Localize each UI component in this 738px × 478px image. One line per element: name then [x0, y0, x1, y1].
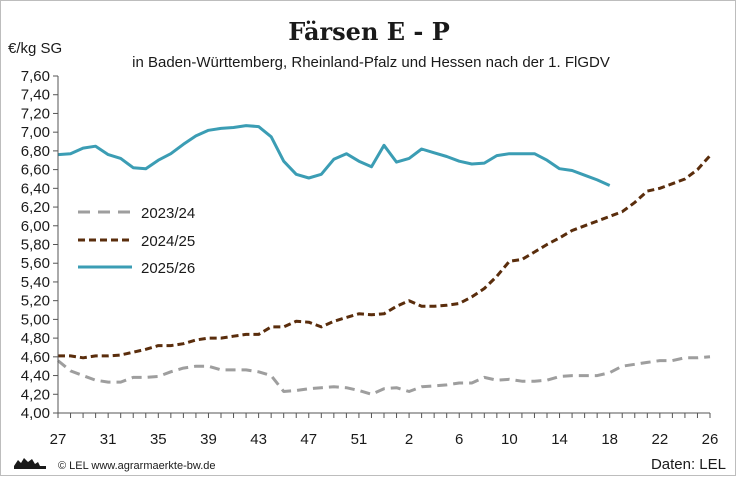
x-tick-label: 35 [150, 431, 167, 448]
x-axis-ticks: 27 31 35 39 43 47 51 2 6 10 14 18 22 26 [50, 413, 719, 448]
y-tick-label: 7,60 [21, 68, 50, 85]
x-tick-label: 6 [455, 431, 463, 448]
y-tick-label: 4,40 [21, 368, 50, 385]
y-tick-label: 7,40 [21, 87, 50, 104]
x-tick-label: 18 [601, 431, 618, 448]
y-tick-label: 6,20 [21, 199, 50, 216]
y-tick-label: 5,20 [21, 293, 50, 310]
series-line-2023-24 [57, 355, 711, 396]
legend-label: 2023/24 [141, 205, 195, 222]
legend-label: 2025/26 [141, 260, 195, 277]
x-tick-label: 51 [351, 431, 368, 448]
legend-label: 2024/25 [141, 233, 195, 250]
x-tick-label: 14 [551, 431, 568, 448]
y-tick-label: 4,80 [21, 330, 50, 347]
chart-title: Färsen E - P [288, 17, 450, 46]
y-tick-label: 6,00 [21, 218, 50, 235]
x-tick-label: 22 [652, 431, 669, 448]
y-tick-label: 6,60 [21, 162, 50, 179]
chart-subtitle: in Baden-Württemberg, Rheinland-Pfalz un… [132, 54, 610, 71]
footer-source: Daten: LEL [651, 456, 726, 473]
x-tick-label: 2 [405, 431, 413, 448]
series-line-2024-25 [58, 154, 712, 360]
x-tick-label: 27 [50, 431, 67, 448]
lion-logo-icon [14, 458, 46, 469]
y-tick-label: 4,60 [21, 349, 50, 366]
x-tick-label: 43 [250, 431, 267, 448]
y-axis-ticks: 4,00 4,204,40 4,60 4,80 5,005,20 5,40 5,605,80… [21, 68, 58, 422]
y-tick-label: 4,20 [21, 386, 50, 403]
x-tick-label: 10 [501, 431, 518, 448]
y-tick-label: 6,40 [21, 180, 50, 197]
y-tick-label: 5,60 [21, 255, 50, 272]
y-tick-label: 7,00 [21, 124, 50, 141]
x-tick-label: 26 [702, 431, 719, 448]
series-lines [57, 124, 712, 396]
y-tick-label: 5,00 [21, 311, 50, 328]
y-tick-label: 5,80 [21, 237, 50, 254]
x-tick-label: 47 [300, 431, 317, 448]
y-axis-label: €/kg SG [8, 40, 62, 57]
x-tick-label: 39 [200, 431, 217, 448]
legend: 2023/24 2024/25 2025/26 [78, 205, 195, 277]
x-tick-label: 31 [100, 431, 117, 448]
y-tick-label: 5,40 [21, 274, 50, 291]
footer-credit: © LEL www.agrarmaerkte-bw.de [58, 460, 216, 472]
series-line-2025-26 [57, 124, 611, 187]
y-tick-label: 6,80 [21, 143, 50, 160]
y-tick-label: 4,00 [21, 405, 50, 422]
y-tick-label: 7,20 [21, 105, 50, 122]
